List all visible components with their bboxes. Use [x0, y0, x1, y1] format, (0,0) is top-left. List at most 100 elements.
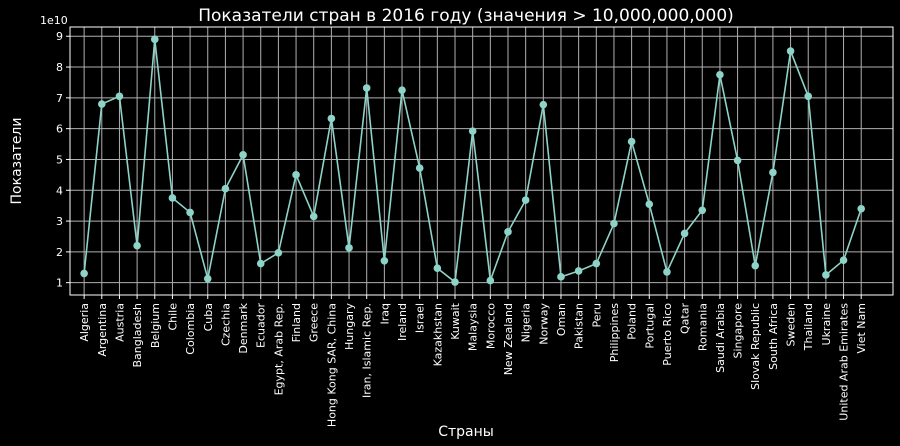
data-point	[133, 241, 141, 250]
x-tick-label: Ireland	[396, 303, 409, 341]
x-tick-label: Colombia	[184, 303, 197, 355]
x-tick-label: Puerto Rico	[661, 303, 674, 366]
x-tick-label: Romania	[696, 303, 709, 351]
data-point	[627, 137, 636, 146]
data-point	[327, 114, 336, 123]
series	[80, 35, 866, 286]
x-tick-label: Egypt, Arab Rep.	[272, 303, 285, 395]
x-tick-label: Chile	[166, 303, 179, 331]
x-tick-label: Israel	[414, 303, 427, 333]
x-tick-label: Malaysia	[467, 303, 480, 351]
data-point	[150, 35, 159, 44]
y-axis-title: Показатели	[9, 118, 25, 205]
data-point	[716, 70, 724, 79]
data-point	[610, 219, 618, 228]
x-tick-label: Cuba	[202, 303, 215, 331]
x-tick-label: Finland	[290, 303, 303, 342]
x-tick-label: Thailand	[802, 303, 815, 351]
data-point	[451, 278, 459, 286]
x-tick-label: Ecuador	[255, 303, 268, 348]
x-tick-label: Nigeria	[520, 303, 533, 342]
data-point	[115, 92, 124, 101]
x-tick-label: Saudi Arabia	[714, 303, 727, 373]
data-point	[433, 264, 442, 273]
data-point	[786, 47, 795, 55]
x-tick-label: Iran, Islamic Rep.	[361, 303, 374, 398]
x-tick-label: Sweden	[785, 303, 798, 346]
data-point	[203, 274, 212, 283]
y-tick-label: 6	[56, 123, 63, 136]
x-tick-label: Hungary	[343, 303, 356, 350]
x-tick-label: Viet Nam	[855, 303, 868, 354]
data-point	[168, 194, 177, 202]
y-tick-label: 7	[56, 92, 63, 105]
chart-title: Показатели стран в 2016 году (значения >…	[198, 6, 734, 26]
x-tick-label: Algeria	[78, 303, 91, 342]
data-point	[645, 200, 654, 208]
x-tick-label: Czechia	[219, 303, 232, 346]
y-tick-label: 5	[56, 153, 63, 166]
x-tick-label: Morocco	[484, 303, 497, 349]
data-point	[186, 208, 194, 217]
data-point	[839, 256, 848, 264]
data-point	[751, 261, 760, 270]
x-axis: Algeria Argentina Austria Bangladesh Belgium…	[78, 295, 868, 427]
x-tick-label: Philippines	[608, 303, 621, 363]
x-tick-label: Peru	[590, 303, 603, 328]
x-tick-label: Belgium	[149, 303, 162, 348]
data-point	[468, 127, 477, 135]
data-point	[309, 212, 318, 221]
data-point	[592, 259, 601, 268]
data-point	[345, 244, 353, 252]
x-tick-label: Greece	[308, 303, 321, 342]
y-tick-label: 9	[56, 30, 63, 43]
data-point	[80, 269, 88, 278]
data-point	[362, 84, 371, 92]
x-tick-label: Denmark	[237, 302, 250, 353]
grid	[70, 27, 893, 295]
x-tick-label: New Zealand	[502, 303, 515, 375]
data-point	[97, 100, 106, 108]
data-point	[680, 229, 689, 238]
x-tick-label: Slovak Republic	[749, 303, 762, 390]
y-tick-label: 2	[56, 246, 63, 259]
x-tick-label: Norway	[537, 303, 550, 345]
data-point	[486, 276, 495, 285]
y-axis-offset-label: 1e10	[40, 14, 68, 27]
plot-frame	[69, 26, 894, 296]
x-axis-title: Страны	[438, 424, 494, 440]
data-point	[857, 204, 866, 213]
x-tick-label: Hong Kong SAR, China	[325, 303, 338, 427]
data-point	[733, 156, 742, 165]
data-point	[574, 267, 583, 275]
data-point	[698, 206, 707, 215]
data-point	[274, 248, 283, 257]
data-point	[398, 86, 406, 94]
y-axis: 1 2 3 4 5 6 7 8 9	[56, 30, 70, 290]
data-point	[292, 171, 300, 179]
data-point	[504, 228, 512, 236]
x-tick-label: Austria	[113, 303, 126, 342]
data-point	[521, 196, 530, 204]
x-tick-label: Singapore	[732, 303, 745, 359]
x-tick-label: Oman	[555, 303, 568, 336]
data-point	[557, 273, 565, 281]
data-point	[769, 168, 777, 177]
data-point	[539, 100, 548, 109]
x-tick-label: Pakistan	[573, 303, 586, 349]
x-tick-label: South Africa	[767, 303, 780, 370]
data-point	[256, 259, 265, 268]
x-tick-label: Portugal	[643, 303, 656, 349]
x-tick-label: United Arab Emirates	[838, 303, 851, 421]
x-tick-label: Iraq	[378, 303, 391, 325]
data-point	[221, 184, 230, 193]
data-point	[804, 92, 813, 101]
x-tick-label: Argentina	[96, 303, 109, 357]
x-tick-label: Bangladesh	[131, 303, 144, 368]
x-tick-label: Poland	[626, 303, 639, 340]
x-tick-label: Ukraine	[820, 303, 833, 346]
data-point	[663, 268, 671, 276]
